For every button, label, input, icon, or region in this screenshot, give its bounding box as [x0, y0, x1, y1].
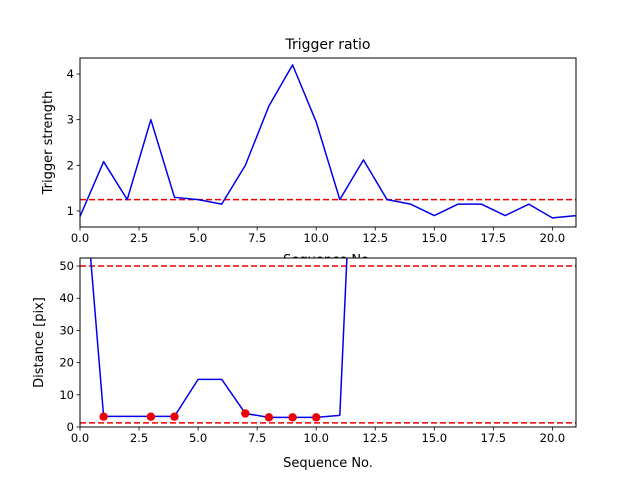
y-tick-label: 30: [59, 323, 74, 337]
x-tick-label: 10.0: [303, 231, 329, 245]
x-tick-label: 0.0: [71, 231, 89, 245]
y-tick-label: 50: [59, 259, 74, 273]
data-point: [264, 413, 274, 422]
x-tick-label: 0.0: [71, 431, 89, 445]
data-point: [311, 413, 321, 422]
y-tick-label: 4: [67, 67, 74, 81]
x-tick-label: 10.0: [303, 431, 329, 445]
data-point: [241, 409, 250, 418]
y-tick-label: 20: [59, 356, 74, 370]
x-tick-label: 15.0: [421, 231, 447, 245]
distance-chart: 0.0 2.5 5.0 7.5 10.0 12.5 15.0 17.5 20.0 0 10 20 30 4…: [32, 257, 577, 471]
data-point: [288, 413, 297, 422]
y-tick-label: 1: [67, 204, 74, 218]
x-tick-label: 7.5: [248, 431, 266, 445]
y-tick-label: 40: [59, 291, 74, 305]
y-tick-label: 2: [67, 158, 74, 172]
y-tick-label: 10: [59, 388, 74, 402]
x-tick-label: 15.0: [421, 431, 447, 445]
y-tick-label: 0: [67, 420, 74, 434]
x-tick-label: 12.5: [362, 231, 388, 245]
plot-area: [80, 64, 576, 219]
data-point: [146, 412, 156, 421]
axes-background: [80, 258, 576, 427]
x-tick-label: 2.5: [130, 231, 148, 245]
axes-frame: [79, 57, 577, 228]
y-axis-label: Trigger strength: [41, 91, 56, 196]
y-tick-label: 3: [67, 113, 74, 127]
data-point: [99, 412, 108, 421]
x-tick-label: 2.5: [130, 431, 148, 445]
x-tick-label: 12.5: [362, 431, 388, 445]
x-tick-label: 5.0: [189, 231, 207, 245]
plot-area: [80, 258, 576, 424]
series-line-1: [80, 64, 576, 219]
x-tick-label: 17.5: [481, 431, 507, 445]
y-axis-label: Distance [pix]: [32, 297, 47, 388]
chart-title: Trigger ratio: [284, 37, 370, 53]
x-tick-label: 17.5: [481, 231, 507, 245]
data-point: [170, 412, 179, 421]
axis-ticks: 0.0 2.5 5.0 7.5 10.0 12.5 15.0 17.5 20.0 0 10 20 30 4…: [59, 259, 565, 445]
axes-frame: [79, 257, 577, 428]
x-tick-label: 20.0: [540, 231, 566, 245]
x-tick-label: 7.5: [248, 231, 266, 245]
x-tick-label: 20.0: [540, 431, 566, 445]
x-axis-label: Sequence No.: [283, 456, 373, 471]
x-tick-label: 5.0: [189, 431, 207, 445]
axis-ticks: 0.0 2.5 5.0 7.5 10.0 12.5 15.0 17.5 20.0 1 2 3 4: [67, 67, 566, 245]
